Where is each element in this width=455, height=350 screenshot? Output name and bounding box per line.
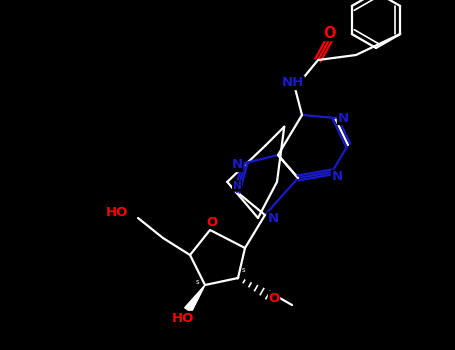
Text: NH: NH bbox=[282, 77, 304, 90]
Text: O: O bbox=[207, 216, 217, 229]
Text: O: O bbox=[268, 292, 280, 304]
Text: N: N bbox=[268, 212, 278, 225]
Text: s: s bbox=[195, 279, 199, 285]
Text: N: N bbox=[233, 181, 242, 191]
Text: O: O bbox=[324, 26, 336, 41]
Text: s: s bbox=[241, 267, 245, 273]
Text: HO: HO bbox=[106, 206, 128, 219]
Polygon shape bbox=[185, 285, 205, 312]
Text: N: N bbox=[338, 112, 349, 125]
Text: N: N bbox=[331, 170, 343, 183]
Text: HO: HO bbox=[172, 312, 194, 324]
Text: N: N bbox=[232, 159, 243, 172]
